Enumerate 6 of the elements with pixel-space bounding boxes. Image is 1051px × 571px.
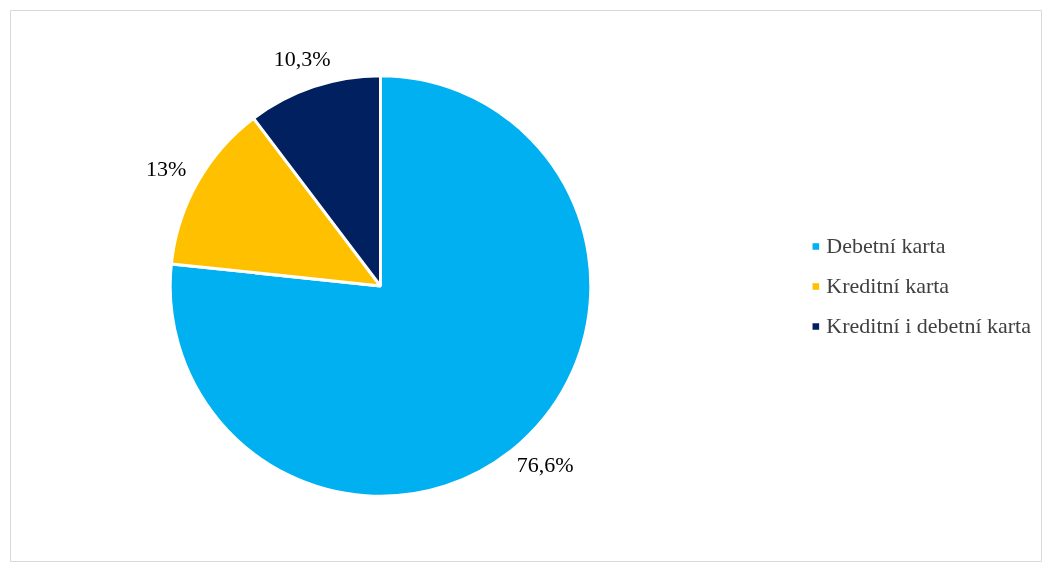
legend-label: Kreditní karta [826, 272, 950, 299]
legend-label: Kreditní i debetní karta [826, 312, 1031, 339]
data-label: 10,3% [273, 46, 331, 72]
legend-label: Debetní karta [826, 232, 946, 259]
data-label: 76,6% [516, 451, 574, 477]
data-label: 13% [146, 155, 187, 181]
